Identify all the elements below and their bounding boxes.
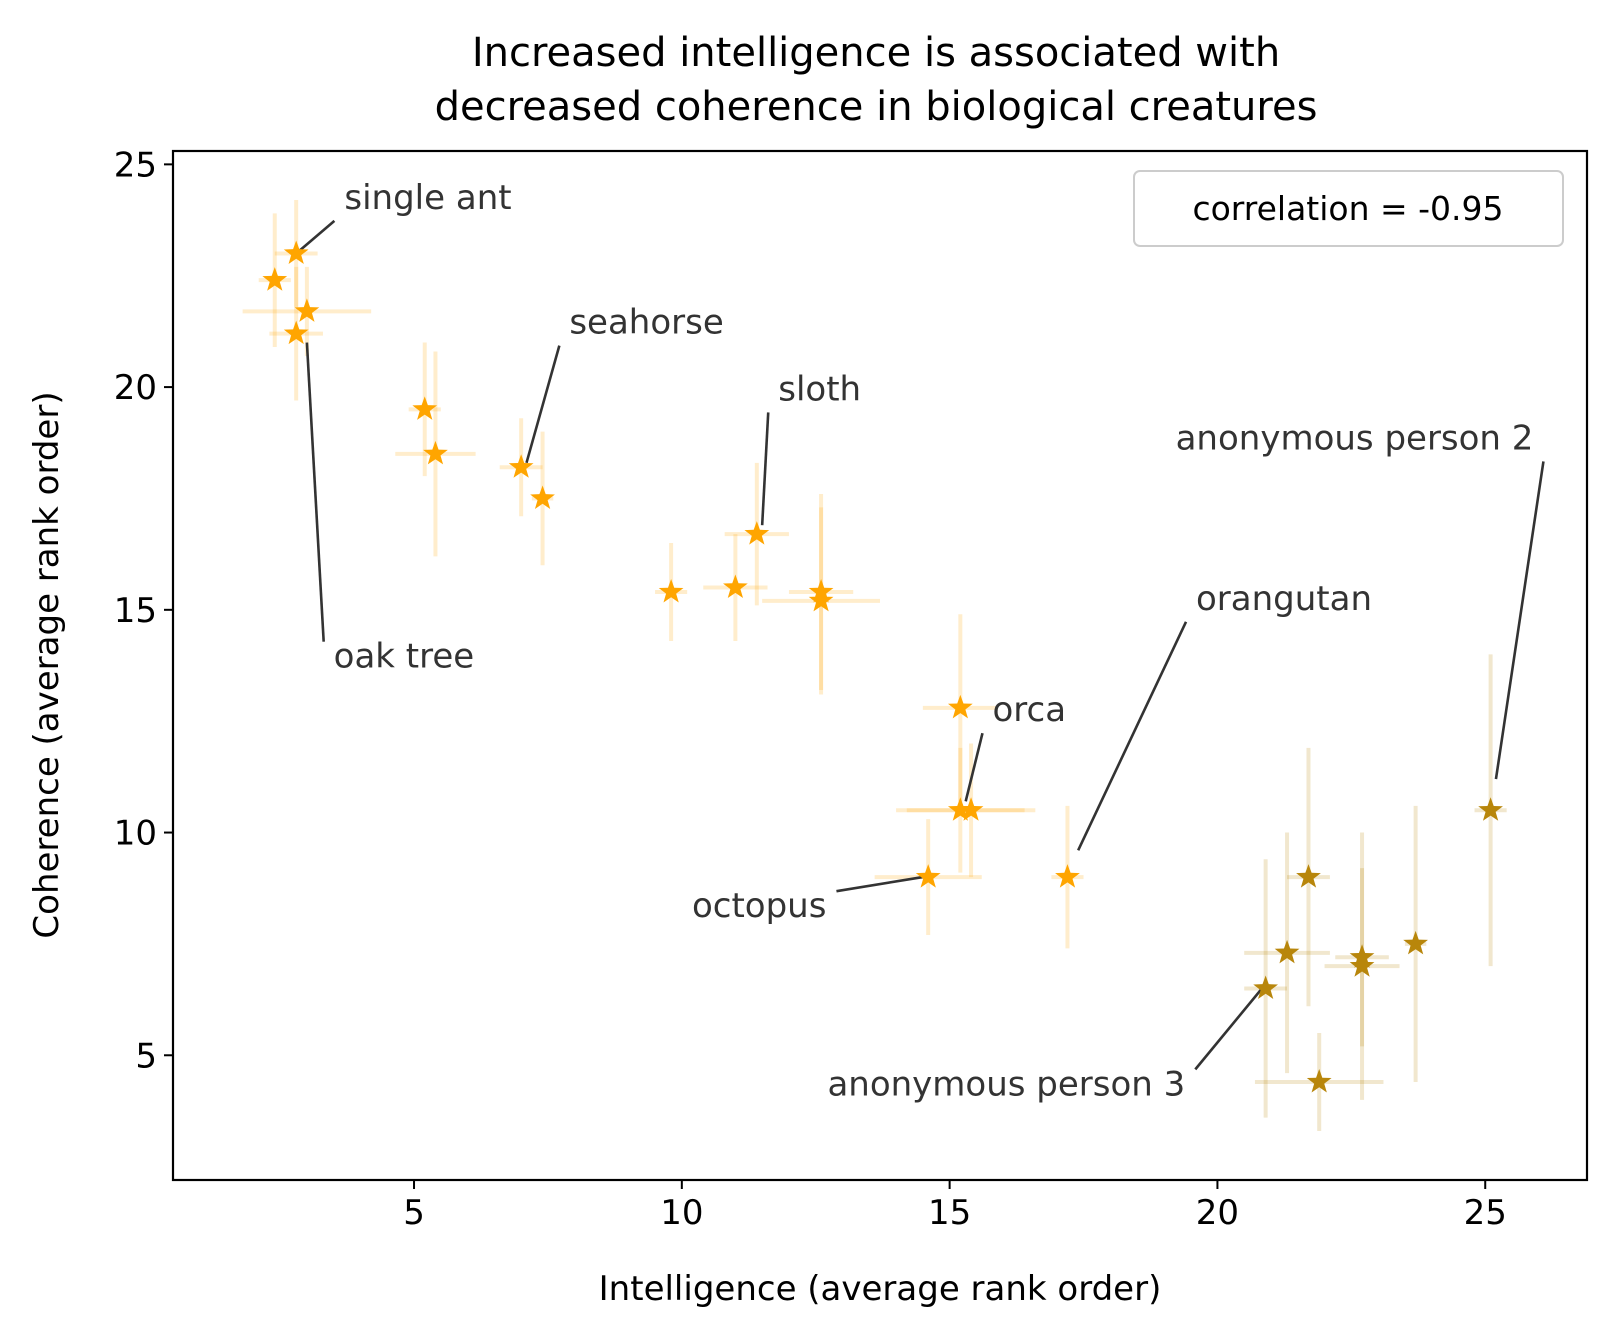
annotation-label-anonymous-person-2: anonymous person 2 bbox=[1176, 418, 1534, 458]
chart-title-line-1: Increased intelligence is associated wit… bbox=[472, 30, 1280, 76]
x-axis-title: Intelligence (average rank order) bbox=[599, 1269, 1162, 1309]
annotation-label-seahorse: seahorse bbox=[569, 303, 723, 343]
x-tick-label-25: 25 bbox=[1464, 1193, 1507, 1233]
y-tick-label-5: 5 bbox=[135, 1036, 157, 1076]
x-axis-ticks: 5 10 15 20 25 bbox=[403, 1180, 1507, 1233]
x-tick-label-15: 15 bbox=[928, 1193, 971, 1233]
data-point-23 bbox=[1349, 953, 1375, 977]
x-tick-label-10: 10 bbox=[660, 1193, 703, 1233]
annotation-label-orca: orca bbox=[992, 690, 1066, 730]
data-point-7 bbox=[530, 485, 555, 509]
y-tick-label-10: 10 bbox=[114, 814, 157, 854]
annotation-line-octopus bbox=[836, 875, 924, 893]
data-point-5 bbox=[423, 440, 448, 465]
x-tick-label-20: 20 bbox=[1196, 1193, 1239, 1233]
y-axis-ticks: 5 10 15 20 25 bbox=[114, 145, 173, 1076]
annotation-line-anonymous-person-2 bbox=[1494, 461, 1545, 780]
y-tick-label-20: 20 bbox=[114, 368, 157, 408]
annotation-label-oak-tree: oak tree bbox=[334, 637, 475, 677]
annotation-line-orca bbox=[964, 732, 984, 802]
annotation-labels-group: single ant oak tree seahorse sloth orca octop… bbox=[334, 178, 1534, 1104]
data-point-10 bbox=[723, 574, 748, 599]
annotation-label-sloth: sloth bbox=[778, 369, 861, 409]
y-tick-label-25: 25 bbox=[114, 145, 157, 185]
annotation-label-anonymous-person-3: anonymous person 3 bbox=[827, 1064, 1185, 1104]
plot-frame bbox=[171, 149, 1589, 1182]
data-point-0 bbox=[283, 240, 309, 264]
annotation-line-anonymous-person-3 bbox=[1194, 983, 1267, 1071]
data-point-20 bbox=[1296, 864, 1321, 888]
annotation-label-orangutan: orangutan bbox=[1196, 579, 1372, 619]
y-tick-label-15: 15 bbox=[114, 591, 157, 631]
data-point-8 bbox=[744, 521, 770, 545]
legend-text: correlation = -0.95 bbox=[1192, 189, 1503, 228]
data-point-3 bbox=[283, 320, 309, 345]
annotation-line-single-ant bbox=[295, 219, 336, 255]
data-point-13 bbox=[947, 694, 973, 719]
annotation-label-single-ant: single ant bbox=[344, 178, 511, 218]
annotation-label-octopus: octopus bbox=[692, 886, 826, 926]
chart-title-line-2: decreased coherence in biological creatu… bbox=[435, 84, 1318, 130]
data-point-6 bbox=[508, 454, 534, 478]
data-point-16 bbox=[915, 864, 941, 888]
annotation-line-oak-tree bbox=[305, 342, 325, 642]
annotation-lines-group bbox=[295, 219, 1545, 1071]
legend: correlation = -0.95 bbox=[1133, 170, 1564, 247]
data-point-12 bbox=[808, 587, 834, 612]
data-point-15 bbox=[958, 797, 984, 821]
data-points-group bbox=[262, 240, 1503, 1093]
data-point-14 bbox=[947, 797, 973, 821]
data-point-18 bbox=[1253, 975, 1278, 999]
data-point-24 bbox=[1403, 930, 1428, 955]
data-point-17 bbox=[1055, 864, 1080, 888]
annotation-line-sloth bbox=[760, 412, 770, 526]
data-point-2 bbox=[294, 298, 320, 322]
data-point-25 bbox=[1478, 797, 1503, 821]
x-tick-label-5: 5 bbox=[403, 1193, 425, 1233]
annotation-line-orangutan bbox=[1076, 621, 1188, 851]
data-point-19 bbox=[1274, 939, 1300, 964]
annotation-line-seahorse bbox=[525, 345, 561, 464]
y-axis-title: Coherence (average rank order) bbox=[27, 391, 67, 938]
data-point-1 bbox=[262, 267, 288, 291]
legend-box bbox=[1133, 170, 1564, 247]
data-point-21 bbox=[1306, 1069, 1332, 1093]
data-point-4 bbox=[412, 396, 438, 420]
data-point-9 bbox=[658, 579, 684, 603]
